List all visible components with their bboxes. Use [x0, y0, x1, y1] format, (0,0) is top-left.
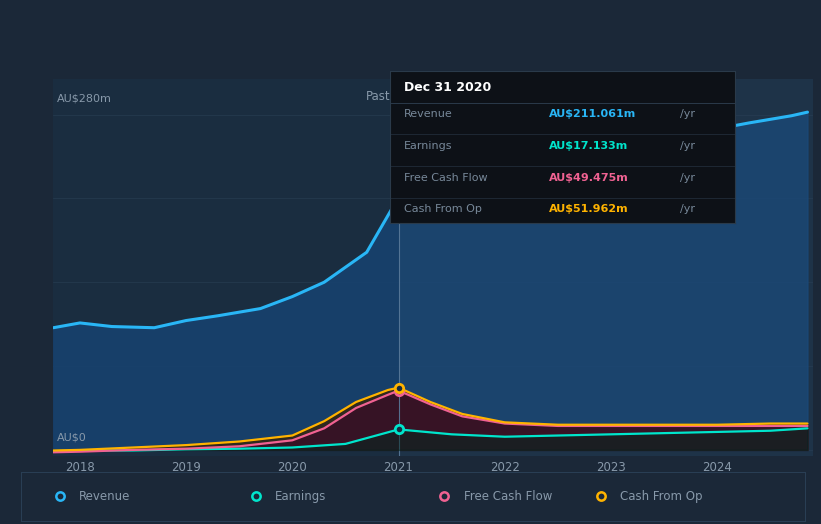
Text: Earnings: Earnings [275, 490, 327, 503]
Text: Revenue: Revenue [80, 490, 131, 503]
Text: Cash From Op: Cash From Op [404, 204, 482, 214]
Text: Analysts Forecasts: Analysts Forecasts [406, 90, 516, 103]
Text: Free Cash Flow: Free Cash Flow [404, 172, 488, 182]
Text: /yr: /yr [680, 109, 695, 119]
Text: AU$17.133m: AU$17.133m [548, 140, 628, 150]
Text: AU$0: AU$0 [57, 433, 87, 443]
Bar [53, 79, 398, 456]
Text: Earnings: Earnings [404, 140, 452, 150]
Text: AU$211.061m: AU$211.061m [548, 109, 635, 119]
Text: /yr: /yr [680, 140, 695, 150]
Text: Free Cash Flow: Free Cash Flow [464, 490, 552, 503]
Text: Revenue: Revenue [404, 109, 452, 119]
Text: AU$280m: AU$280m [57, 94, 112, 104]
Text: AU$51.962m: AU$51.962m [548, 204, 628, 214]
Text: AU$49.475m: AU$49.475m [548, 172, 628, 182]
Text: /yr: /yr [680, 204, 695, 214]
Text: /yr: /yr [680, 172, 695, 182]
Text: Cash From Op: Cash From Op [621, 490, 703, 503]
Text: Dec 31 2020: Dec 31 2020 [404, 81, 491, 94]
Bar [398, 79, 813, 456]
Text: Past: Past [366, 90, 391, 103]
